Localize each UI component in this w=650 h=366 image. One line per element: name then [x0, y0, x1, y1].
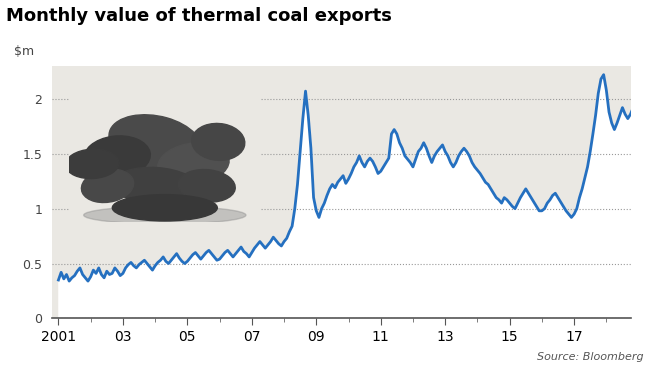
Text: $m: $m — [14, 45, 34, 58]
Text: Source: Bloomberg: Source: Bloomberg — [537, 352, 644, 362]
Text: Monthly value of thermal coal exports: Monthly value of thermal coal exports — [6, 7, 393, 25]
